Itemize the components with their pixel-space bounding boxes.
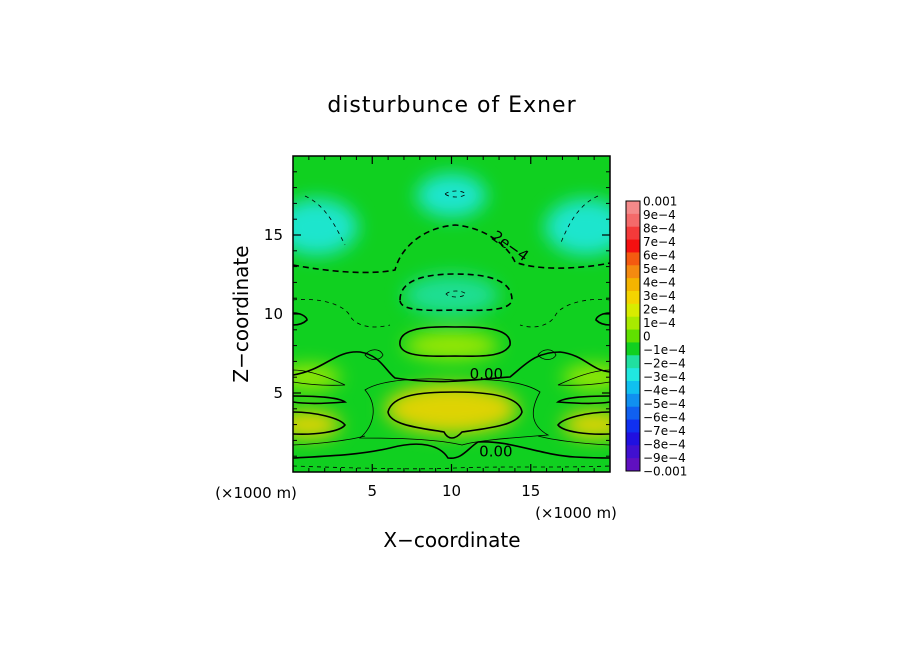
colorbar-label-1: 9e−4 <box>643 208 676 222</box>
contour-neg-top-right <box>559 195 599 246</box>
contour-pos-thin-outer <box>358 378 550 446</box>
axes: 5 10 15 5 10 15 <box>264 156 610 500</box>
contour-neg-thin-right <box>519 298 610 328</box>
colorbar-label-9: 1e−4 <box>643 316 676 330</box>
colorbar-swatch-3 <box>626 239 640 253</box>
field-blob-2 <box>416 173 487 218</box>
colorbar-swatch-11 <box>626 342 640 356</box>
colorbar-swatch-0 <box>626 201 640 215</box>
contour-pos-center-upper <box>399 326 511 358</box>
contour-neg-thin-left <box>293 298 391 328</box>
contour-label-2: 0.00 <box>479 442 512 460</box>
y-tick-label-1: 10 <box>264 305 283 323</box>
contour-pos-thin-left <box>293 369 346 386</box>
colorbar-swatch-14 <box>626 381 640 395</box>
colorbar-swatch-6 <box>626 278 640 292</box>
colorbar-label-13: −3e−4 <box>643 370 686 384</box>
colorbar-swatch-17 <box>626 419 640 433</box>
contour-zero-lower <box>293 441 610 459</box>
x-tick-label-0: 5 <box>367 482 377 500</box>
contour-neg-top-left <box>304 195 346 246</box>
colorbar-label-0: 0.001 <box>643 195 677 209</box>
contour-pos-right-lower <box>557 411 610 435</box>
colorbar-label-11: −1e−4 <box>643 343 686 357</box>
contour-label-1: 0.00 <box>470 365 503 383</box>
contour-lines <box>293 190 610 470</box>
colorbar-label-3: 7e−4 <box>643 235 676 249</box>
colorbar-label-15: −5e−4 <box>643 397 686 411</box>
plot-area: 2e−40.000.00 <box>293 156 610 472</box>
colorbar-swatch-12 <box>626 355 640 369</box>
y-unit-label: (×1000 m) <box>215 484 297 502</box>
x-tick-label-1: 10 <box>442 482 461 500</box>
contour-neg-bottom <box>293 465 610 470</box>
colorbar-label-16: −6e−4 <box>643 411 686 425</box>
colorbar: 0.0019e−48e−47e−46e−45e−44e−43e−42e−41e−… <box>625 195 687 479</box>
colorbar-label-12: −2e−4 <box>643 357 686 371</box>
field-blob-3 <box>403 274 500 316</box>
colorbar-swatch-19 <box>626 445 640 459</box>
colorbar-swatch-7 <box>626 291 640 305</box>
colorbar-label-17: −7e−4 <box>643 424 686 438</box>
field-blob-5 <box>403 331 500 360</box>
colorbar-swatch-9 <box>626 316 640 331</box>
colorbar-label-19: −9e−4 <box>643 451 686 465</box>
colorbar-label-10: 0 <box>643 330 651 344</box>
contour-neg-mid <box>399 273 513 312</box>
colorbar-label-20: −0.001 <box>643 465 687 479</box>
colorbar-label-8: 2e−4 <box>643 303 676 317</box>
colorbar-swatch-8 <box>626 303 640 318</box>
field-blob-0 <box>293 198 358 256</box>
colorbar-swatch-13 <box>626 368 640 382</box>
contour-zero-upper <box>293 351 610 383</box>
colorbar-swatch-18 <box>626 432 640 446</box>
chart-title: disturbunce of Exner <box>327 93 576 118</box>
y-tick-label-2: 15 <box>264 226 283 244</box>
colorbar-label-6: 4e−4 <box>643 276 676 290</box>
field-blob-1 <box>545 198 610 256</box>
x-tick-label-2: 15 <box>521 482 540 500</box>
colorbar-swatch-1 <box>626 213 640 228</box>
contour-pos-right-band <box>555 395 610 405</box>
contour-pos-thin-eye-right <box>537 349 557 360</box>
contour-pos-left-band <box>293 395 348 405</box>
x-unit-label: (×1000 m) <box>535 504 617 522</box>
field-blob-4 <box>384 383 519 435</box>
colorbar-label-2: 8e−4 <box>643 222 676 236</box>
contour-pos-thin-right <box>557 369 610 386</box>
colorbar-label-4: 6e−4 <box>643 249 676 263</box>
contour-pos-center-lower <box>387 391 523 439</box>
field-blob-9 <box>562 364 610 390</box>
colorbar-swatch-5 <box>626 265 640 279</box>
contour-neg-upper <box>293 224 610 274</box>
colorbar-swatch-2 <box>626 226 640 241</box>
contour-pos-thin-right-low <box>537 435 610 446</box>
colorbar-label-14: −4e−4 <box>643 384 686 398</box>
colorbar-swatch-20 <box>626 458 640 472</box>
y-axis-label: Z−coordinate <box>229 245 253 382</box>
colorbar-frame <box>625 200 641 472</box>
contour-pos-thin-left-low <box>293 435 366 446</box>
contour-pos-thin-eye-left <box>364 349 384 360</box>
colorbar-swatch-16 <box>626 406 640 421</box>
colorbar-swatch-10 <box>626 329 640 343</box>
y-tick-label-0: 5 <box>273 384 283 402</box>
x-axis-label: X−coordinate <box>383 528 520 552</box>
colorbar-label-5: 5e−4 <box>643 262 676 276</box>
field-blob-8 <box>293 364 341 390</box>
colorbar-swatch-15 <box>626 393 640 408</box>
colorbar-label-18: −8e−4 <box>643 438 686 452</box>
colorbar-swatch-4 <box>626 252 640 266</box>
contour-pos-left-lower <box>293 411 346 435</box>
colorbar-label-7: 3e−4 <box>643 289 676 303</box>
